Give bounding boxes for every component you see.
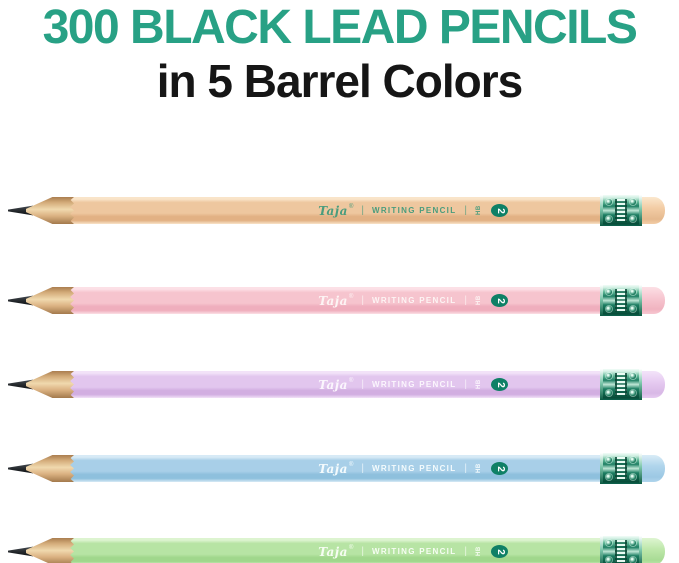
registered-trademark-icon: ® [348,378,354,385]
pencil-wood-cone [26,287,74,314]
grade-label: HB [476,294,482,305]
ferrule-rivet [630,557,636,563]
ferrule-rivet [606,306,612,312]
registered-trademark-icon: ® [348,294,354,301]
pencil-ferrule [600,369,642,400]
ferrule-ridges [615,457,627,480]
pencil-peach: Taja® | WRITING PENCIL | HB 2 [0,195,679,226]
pencil-lead-tip [8,379,33,390]
pencil-wood-cone [26,455,74,482]
pencil-imprint: Taja® | WRITING PENCIL | HB 2 [318,202,508,220]
imprint-separator: | [361,205,364,216]
pencil-ferrule [600,195,642,226]
ferrule-ridges [615,540,627,563]
imprint-separator: | [464,546,467,557]
pencil-pink: Taja® | WRITING PENCIL | HB 2 [0,285,679,316]
imprint-separator: | [464,463,467,474]
registered-trademark-icon: ® [348,462,354,469]
product-label: WRITING PENCIL [371,380,457,389]
brand-name: Taja® [318,293,354,308]
imprint-separator: | [361,295,364,306]
pencil-lead-tip [8,205,33,216]
pencil-barrel: Taja® | WRITING PENCIL | HB 2 [66,287,602,314]
pencil-imprint: Taja® | WRITING PENCIL | HB 2 [318,543,508,561]
pencil-lead-tip [8,463,33,474]
grade-label: HB [476,462,482,473]
registered-trademark-icon: ® [348,204,354,211]
brand-name: Taja® [318,377,354,392]
product-label: WRITING PENCIL [371,547,457,556]
ferrule-rivet [606,557,612,563]
headline-line1: 300 BLACK LEAD PENCILS [42,1,638,54]
pencil-eraser [642,197,665,224]
ferrule-rivet [606,540,612,546]
ferrule-ridges [615,373,627,396]
ferrule-ridges [615,199,627,222]
pencil-lead-tip [8,546,33,557]
ferrule-rivet [606,390,612,396]
pencil-blue: Taja® | WRITING PENCIL | HB 2 [0,453,679,484]
pencil-eraser [642,371,665,398]
ferrule-rivet [606,199,612,205]
pencil-ferrule [600,285,642,316]
headline-line2: in 5 Barrel Colors [156,54,523,107]
pencil-wood-cone [26,197,74,224]
pencil-eraser [642,538,665,563]
grade-label: HB [476,545,482,556]
pencil-imprint: Taja® | WRITING PENCIL | HB 2 [318,376,508,394]
pencil-barrel: Taja® | WRITING PENCIL | HB 2 [66,538,602,563]
imprint-separator: | [464,205,467,216]
pencil-ferrule [600,536,642,563]
product-label: WRITING PENCIL [371,464,457,473]
pencil-barrel: Taja® | WRITING PENCIL | HB 2 [66,371,602,398]
pencil-barrel: Taja® | WRITING PENCIL | HB 2 [66,197,602,224]
brand-name: Taja® [318,544,354,559]
ferrule-rivet [606,457,612,463]
imprint-separator: | [361,546,364,557]
pencil-imprint: Taja® | WRITING PENCIL | HB 2 [318,292,508,310]
product-label: WRITING PENCIL [371,206,457,215]
pencil-eraser [642,455,665,482]
grade-number-badge: 2 [491,294,508,307]
grade-label: HB [476,378,482,389]
registered-trademark-icon: ® [348,545,354,552]
ferrule-rivet [606,289,612,295]
pencil-ferrule [600,453,642,484]
imprint-separator: | [464,295,467,306]
pencil-wood-cone [26,538,74,563]
product-label: WRITING PENCIL [371,296,457,305]
pencil-green: Taja® | WRITING PENCIL | HB 2 [0,536,679,563]
grade-label: HB [476,204,482,215]
ferrule-rivet [630,474,636,480]
pencil-lavender: Taja® | WRITING PENCIL | HB 2 [0,369,679,400]
pencil-imprint: Taja® | WRITING PENCIL | HB 2 [318,460,508,478]
grade-number-badge: 2 [491,204,508,217]
ferrule-rivet [630,306,636,312]
ferrule-rivet [630,289,636,295]
pencil-eraser [642,287,665,314]
ferrule-rivet [606,216,612,222]
grade-number-badge: 2 [491,378,508,391]
brand-name: Taja® [318,203,354,218]
ferrule-rivet [630,540,636,546]
ferrule-rivet [630,373,636,379]
imprint-separator: | [464,379,467,390]
headline: 300 BLACK LEAD PENCILS in 5 Barrel Color… [0,0,679,104]
imprint-separator: | [361,463,364,474]
ferrule-rivet [630,199,636,205]
pencil-lead-tip [8,295,33,306]
grade-number-badge: 2 [491,462,508,475]
ferrule-rivet [606,373,612,379]
pencil-wood-cone [26,371,74,398]
grade-number-badge: 2 [491,545,508,558]
ferrule-rivet [630,216,636,222]
brand-name: Taja® [318,461,354,476]
pencil-barrel: Taja® | WRITING PENCIL | HB 2 [66,455,602,482]
ferrule-ridges [615,289,627,312]
ferrule-rivet [630,457,636,463]
ferrule-rivet [606,474,612,480]
ferrule-rivet [630,390,636,396]
imprint-separator: | [361,379,364,390]
